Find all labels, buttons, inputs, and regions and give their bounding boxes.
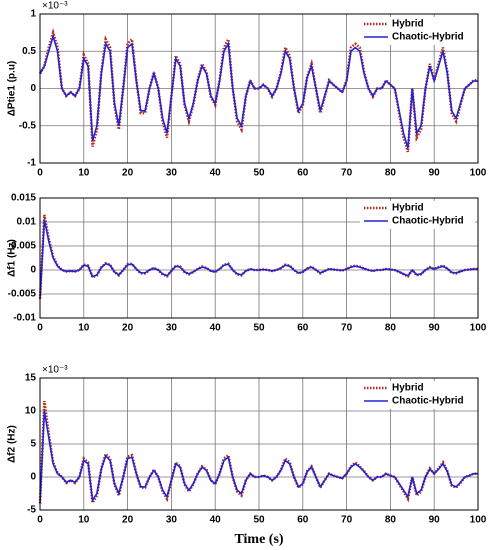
x-tick-label: 20 (122, 323, 134, 334)
y-axis-label: Δf1 (Hz) (7, 239, 18, 277)
x-tick-label: 40 (210, 323, 222, 334)
x-tick-label: 80 (385, 323, 397, 334)
x-tick-label: 10 (78, 168, 90, 179)
x-tick-label: 30 (166, 323, 178, 334)
series-line (39, 219, 478, 299)
x-tick-label: 40 (210, 515, 222, 526)
plot-frame (39, 197, 479, 319)
y-tick-label: 0 (30, 83, 36, 94)
legend-label: Chaotic-Hybrid (392, 32, 464, 43)
y-tick-label: 0.005 (11, 241, 36, 252)
y-tick-label: -0.005 (8, 289, 37, 300)
x-tick-label: 50 (253, 515, 265, 526)
series-line (39, 33, 478, 149)
legend-box (360, 201, 475, 229)
x-tick-label: 100 (470, 515, 487, 526)
x-tick-label: 100 (470, 168, 487, 179)
y-axis-label: Δf2 (Hz) (7, 425, 18, 463)
x-tick-label: 70 (341, 168, 353, 179)
x-tick-label: 60 (297, 168, 309, 179)
y-tick-label: -1 (27, 158, 36, 169)
y-tick-label: 0.015 (11, 193, 36, 204)
y-tick-label: 15 (25, 373, 37, 384)
x-tick-label: 70 (341, 515, 353, 526)
legend-label: Chaotic-Hybrid (392, 216, 464, 227)
x-tick-label: 80 (385, 168, 397, 179)
legend-label: Hybrid (392, 19, 424, 30)
y-tick-label: -0.5 (19, 120, 37, 131)
y-tick-label: 0 (30, 265, 36, 276)
legend-label: Chaotic-Hybrid (392, 396, 464, 407)
x-tick-label: 60 (297, 323, 309, 334)
x-axis-label: Time (s) (234, 532, 283, 547)
x-tick-label: 70 (341, 323, 353, 334)
x-tick-label: 10 (78, 515, 90, 526)
x-tick-label: 0 (37, 168, 43, 179)
x-tick-label: 50 (253, 323, 265, 334)
x-tick-label: 20 (122, 515, 134, 526)
x-tick-label: 90 (429, 515, 441, 526)
x-tick-label: 60 (297, 515, 309, 526)
plot-frame (39, 377, 479, 511)
x-tick-label: 30 (166, 515, 178, 526)
y-tick-label: -0.01 (13, 313, 36, 324)
legend-label: Hybrid (392, 383, 424, 394)
x-tick-label: 50 (253, 168, 265, 179)
legend-box (360, 17, 475, 45)
series-line (39, 410, 478, 504)
plot-frame (39, 13, 479, 164)
y-tick-label: 0 (30, 472, 36, 483)
y-multiplier: ×10⁻³ (42, 365, 68, 376)
x-tick-label: 100 (470, 323, 487, 334)
x-tick-label: 90 (429, 168, 441, 179)
y-multiplier: ×10⁻³ (42, 1, 68, 12)
y-tick-label: 5 (30, 439, 36, 450)
legend-label: Hybrid (392, 203, 424, 214)
y-tick-label: 0.01 (17, 217, 37, 228)
legend-box (360, 381, 475, 409)
y-tick-label: -5 (27, 505, 36, 516)
x-tick-label: 0 (37, 323, 43, 334)
x-tick-label: 10 (78, 323, 90, 334)
x-tick-label: 80 (385, 515, 397, 526)
y-tick-label: 0.5 (22, 46, 36, 57)
x-tick-label: 40 (210, 168, 222, 179)
x-tick-label: 90 (429, 323, 441, 334)
x-tick-label: 0 (37, 515, 43, 526)
y-tick-label: 1 (30, 9, 36, 20)
x-tick-label: 30 (166, 168, 178, 179)
y-tick-label: 10 (25, 406, 37, 417)
x-tick-label: 20 (122, 168, 134, 179)
y-axis-label: ΔPtie1 (p.u) (7, 61, 18, 117)
